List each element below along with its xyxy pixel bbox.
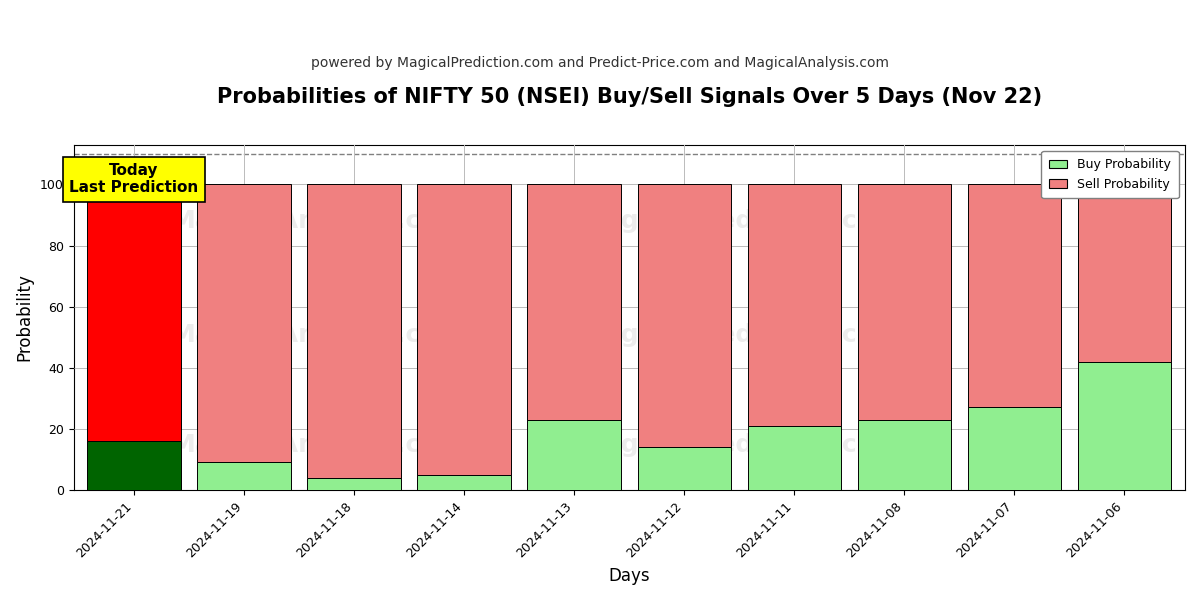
Title: Probabilities of NIFTY 50 (NSEI) Buy/Sell Signals Over 5 Days (Nov 22): Probabilities of NIFTY 50 (NSEI) Buy/Sel… [217,87,1042,107]
Text: powered by MagicalPrediction.com and Predict-Price.com and MagicalAnalysis.com: powered by MagicalPrediction.com and Pre… [311,56,889,70]
Bar [748,426,841,490]
Bar [637,447,731,490]
Bar [88,441,181,490]
Bar [1078,184,1171,362]
Bar [858,419,952,490]
Bar [967,184,1061,407]
Text: MagicalAnalysis.com: MagicalAnalysis.com [172,433,464,457]
Bar [418,184,511,475]
Text: MagicalPrediction.com: MagicalPrediction.com [580,323,901,347]
Text: MagicalAnalysis.com: MagicalAnalysis.com [172,323,464,347]
Bar [88,184,181,441]
Text: Today
Last Prediction: Today Last Prediction [70,163,199,196]
Bar [528,184,622,419]
Legend: Buy Probability, Sell Probability: Buy Probability, Sell Probability [1042,151,1178,198]
Text: MagicalPrediction.com: MagicalPrediction.com [580,209,901,233]
Bar [858,184,952,419]
Bar [748,184,841,426]
Bar [197,463,290,490]
Y-axis label: Probability: Probability [14,274,34,361]
Bar [528,419,622,490]
Bar [307,478,401,490]
Bar [967,407,1061,490]
Bar [1078,362,1171,490]
Text: MagicalPrediction.com: MagicalPrediction.com [580,433,901,457]
Bar [418,475,511,490]
Text: MagicalAnalysis.com: MagicalAnalysis.com [172,209,464,233]
Bar [197,184,290,463]
Bar [637,184,731,447]
Bar [307,184,401,478]
X-axis label: Days: Days [608,567,650,585]
